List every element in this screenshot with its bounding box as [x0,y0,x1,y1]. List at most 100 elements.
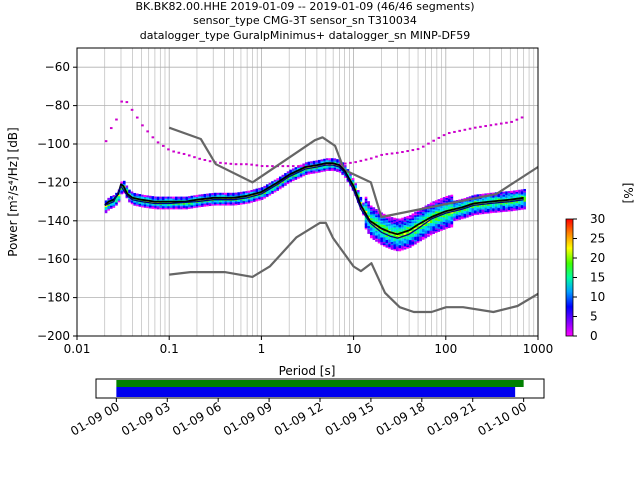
psd-bin [450,194,454,197]
psd-bin [377,232,381,235]
psd-bin [278,187,282,190]
psd-bin [473,194,477,197]
psd-bin [226,194,230,197]
psd-outlier-bin [245,163,248,166]
psd-bin [424,234,428,237]
psd-bin [499,204,503,207]
psd-bin [284,180,287,183]
psd-bin [455,216,459,219]
psd-bin [377,216,381,219]
psd-bin [265,193,269,196]
psd-bin [375,218,378,221]
psd-bin [395,249,399,252]
psd-bin [273,188,277,191]
psd-bin [406,234,409,237]
psd-bin [349,176,352,179]
psd-bin [408,216,412,219]
psd-bin [206,202,209,205]
psd-bin [122,182,126,185]
psd-bin [375,225,378,228]
psd-bin [512,207,516,210]
psd-bin [447,195,451,198]
series-line-mode [104,164,524,239]
psd-bin [213,203,217,206]
psd-bin [304,162,308,165]
psd-bin [432,207,435,210]
psd-bin [492,207,495,210]
psd-bin [195,194,199,197]
psd-bin [427,214,430,217]
psd-bin [219,203,222,206]
psd-bin [471,213,474,216]
psd-bin [408,230,412,233]
psd-bin [239,191,243,194]
psd-bin [411,221,415,224]
psd-bin [364,227,368,230]
psd-outlier-bin [265,165,269,168]
psd-bin [434,200,438,203]
psd-bin [177,198,181,201]
psd-bin [325,158,329,161]
psd-bin [195,196,199,199]
psd-bin [372,236,376,239]
psd-bin [401,242,404,245]
psd-bin [437,211,441,214]
psd-bin [369,211,373,214]
psd-outlier-bin [479,125,482,128]
psd-bin [395,230,399,233]
psd-bin [164,204,168,207]
psd-bin [302,172,305,175]
psd-bin [390,221,394,224]
psd-bin [424,236,428,239]
psd-outlier-bin [484,125,487,128]
psd-bin [130,202,134,205]
psd-bin [310,170,313,173]
psd-bin [499,193,503,196]
psd-bin [380,235,383,238]
psd-bin [294,174,298,177]
psd-bin [369,228,373,231]
psd-bin [432,230,435,233]
psd-bin [393,245,396,248]
psd-bin [406,232,409,235]
psd-bin [377,230,381,233]
psd-bin [442,215,446,218]
psd-bin [421,236,425,239]
psd-bin [234,201,238,204]
psd-bin [167,198,170,201]
psd-bin [237,202,240,205]
psd-bin [333,166,337,169]
psd-outlier-bin [427,142,430,145]
psd-bin [393,243,396,246]
psd-bin [408,221,412,224]
psd-bin [440,207,443,210]
psd-bin [419,220,422,223]
psd-bin [507,201,511,204]
psd-bin [398,246,402,249]
psd-bin [190,206,194,209]
psd-bin [440,225,443,228]
psd-bin [403,233,407,236]
psd-bin [442,224,446,227]
psd-bin [460,215,464,218]
psd-bin [364,208,368,211]
psd-bin [421,210,425,213]
psd-bin [437,219,441,222]
psd-bin [434,209,438,212]
psd-bin [174,202,178,205]
psd-bin [512,191,516,194]
psd-bin [377,213,381,216]
psd-bin [369,219,373,222]
y-tick-label: −60 [45,60,70,74]
psd-bin [372,210,376,213]
psd-bin [416,239,420,242]
psd-bin [328,165,331,168]
psd-bin [323,160,326,163]
psd-bin [481,209,485,212]
psd-bin [450,196,454,199]
psd-bin [375,219,378,222]
psd-bin [164,196,168,199]
psd-bin [421,227,425,230]
psd-bin [255,199,259,202]
psd-bin [429,211,433,214]
